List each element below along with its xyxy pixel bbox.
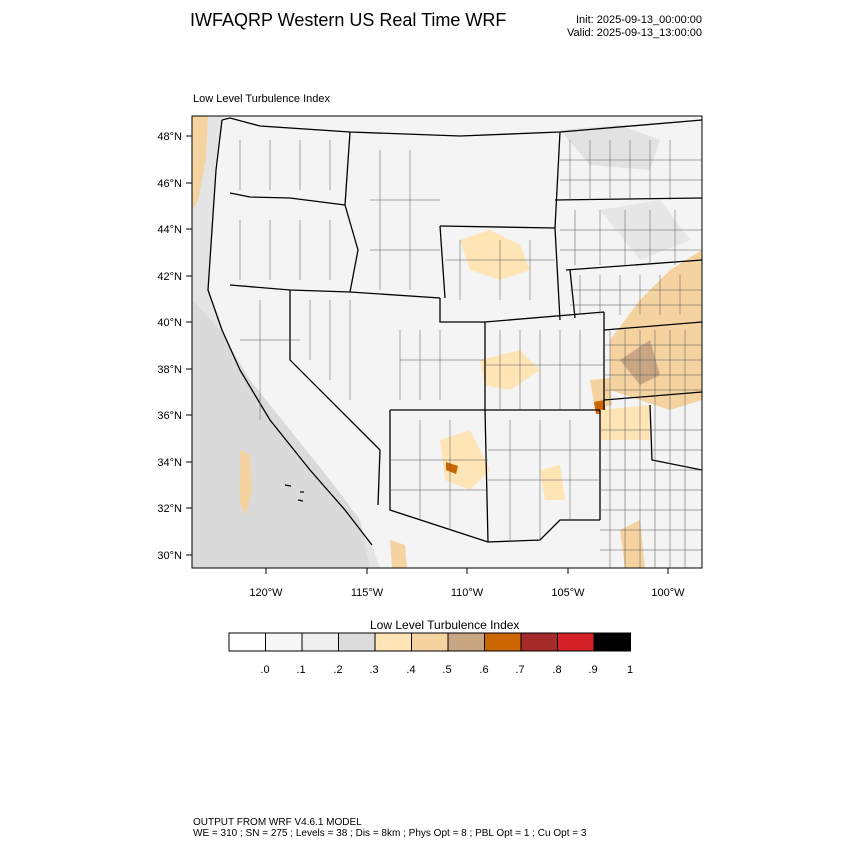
colorbar-tick: .8 <box>552 664 562 676</box>
map-frame <box>191 115 703 569</box>
lon-ticks <box>265 568 669 574</box>
colorbar-swatch <box>411 632 449 652</box>
footer-model: OUTPUT FROM WRF V4.6.1 MODEL <box>193 817 362 828</box>
colorbar-swatch <box>593 632 631 652</box>
lat-label: 30°N <box>157 550 182 562</box>
state-boundaries <box>207 117 702 546</box>
colorbar-tick: .2 <box>333 664 343 676</box>
lon-label: 105°W <box>551 587 585 599</box>
init-time: Init: 2025-09-13_00:00:00 <box>576 14 702 26</box>
lat-label: 44°N <box>157 224 182 236</box>
colorbar-swatch <box>447 632 485 652</box>
colorbar-tick: .6 <box>479 664 489 676</box>
footer-params: WE = 310 ; SN = 275 ; Levels = 38 ; Dis … <box>193 828 587 839</box>
lat-label: 36°N <box>157 410 182 422</box>
colorbar-title: Low Level Turbulence Index <box>370 618 520 632</box>
lon-label: 120°W <box>249 587 283 599</box>
lat-label: 38°N <box>157 364 182 376</box>
lat-ticks <box>186 135 192 556</box>
lon-label: 110°W <box>451 587 484 599</box>
colorbar-swatch <box>338 632 376 652</box>
lat-labels: 48°N 46°N 44°N 42°N 40°N 38°N 36°N 34°N … <box>157 131 182 562</box>
colorbar-tick: .7 <box>515 664 525 676</box>
lat-label: 42°N <box>157 271 182 283</box>
colorbar-tick: 1 <box>626 664 634 676</box>
lon-label: 100°W <box>651 587 685 599</box>
colorbar-tick: .1 <box>296 664 306 676</box>
colorbar-swatch <box>557 632 595 652</box>
lat-label: 34°N <box>157 457 182 469</box>
page-title: IWFAQRP Western US Real Time WRF <box>190 10 507 30</box>
colorbar-swatch <box>374 632 412 652</box>
colorbar-tick: .9 <box>588 664 598 676</box>
colorbar-swatch <box>265 632 303 652</box>
lat-label: 48°N <box>157 131 182 143</box>
colorbar-tick: .5 <box>442 664 452 676</box>
colorbar-swatch <box>484 632 522 652</box>
county-boundaries <box>239 140 702 568</box>
map-field <box>192 116 702 568</box>
lat-label: 40°N <box>157 317 182 329</box>
lat-label: 32°N <box>157 503 182 515</box>
colorbar-tick: .0 <box>260 664 270 676</box>
colorbar-swatch <box>520 632 558 652</box>
colorbar-tick: .4 <box>406 664 416 676</box>
lon-label: 115°W <box>351 587 384 599</box>
colorbar-swatch <box>301 632 339 652</box>
plot-title: Low Level Turbulence Index <box>193 93 330 105</box>
colorbar-tick: .3 <box>369 664 379 676</box>
lon-labels: 120°W 115°W 110°W 105°W 100°W <box>249 587 685 599</box>
colorbar <box>228 632 631 652</box>
lat-label: 46°N <box>157 178 182 190</box>
valid-time: Valid: 2025-09-13_13:00:00 <box>567 27 702 39</box>
colorbar-swatch <box>228 632 266 652</box>
